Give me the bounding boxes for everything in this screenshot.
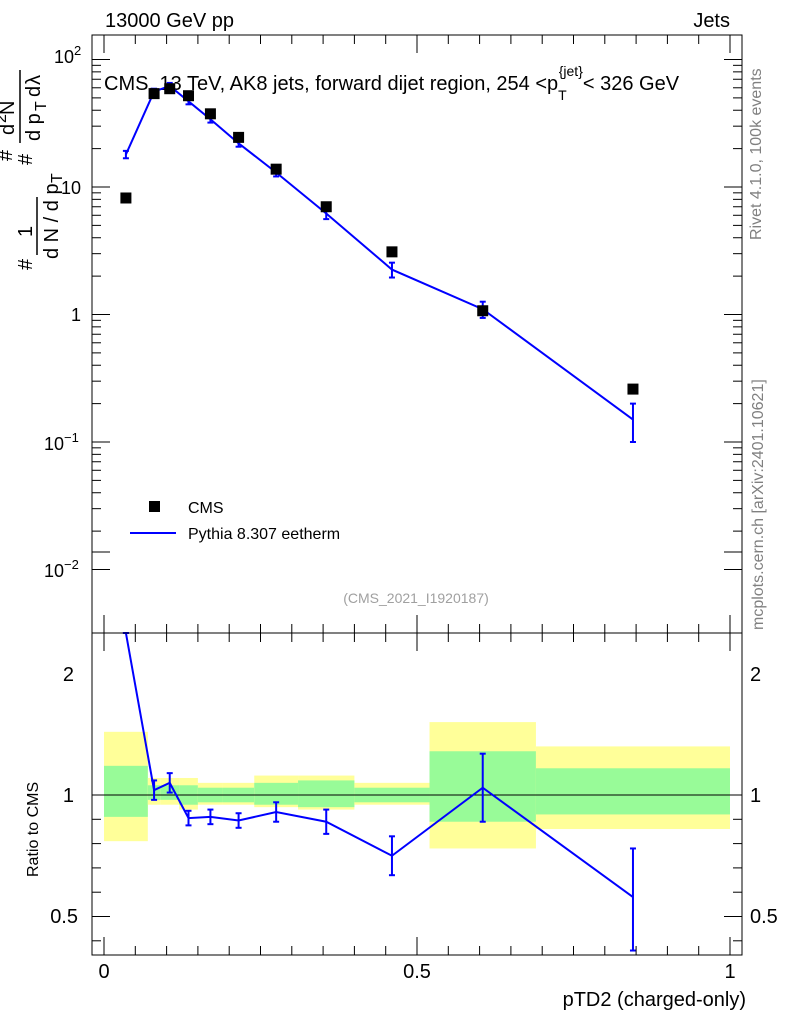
svg-text:d: d: [23, 86, 45, 97]
legend-mc-label: Pythia 8.307 eetherm: [188, 526, 340, 543]
ratio-ytick-label-right-05: 0.5: [750, 906, 778, 928]
stat-band: [298, 780, 355, 808]
legend-cms-marker: [149, 501, 160, 512]
xtick-label-05: 0.5: [403, 961, 431, 983]
ratio-ytick-label-right-2: 2: [750, 664, 761, 686]
mcplots-label: mcplots.cern.ch [arXiv:2401.10621]: [750, 379, 767, 630]
main-ytick-label-1e1: 10: [61, 178, 81, 198]
stat-band: [254, 782, 299, 805]
cms-data-points: [120, 83, 639, 395]
cms-data-point: [148, 88, 160, 100]
ratio-axis-ticks: [92, 551, 742, 955]
svg-text:d p: d p: [23, 113, 45, 141]
ratio-ytick-label-1: 1: [63, 785, 74, 807]
mc-curve-main: [122, 81, 636, 443]
mc-line-main: [124, 84, 634, 421]
ratio-ytick-label-2: 2: [63, 664, 74, 686]
main-y-axis-label: # 1 d N / d p T # d 2 N d p T d λ #: [0, 70, 66, 270]
svg-text:λ: λ: [23, 75, 45, 85]
cms-data-point: [270, 163, 282, 175]
plot-title: CMS, 13 TeV, AK8 jets, forward dijet reg…: [104, 63, 680, 103]
main-ytick-label-1e0: 1: [71, 305, 81, 325]
cms-data-point: [233, 131, 245, 143]
x-axis-label: pTD2 (charged-only): [563, 989, 746, 1011]
mc-ratio-curve: [122, 632, 636, 952]
svg-text:d: d: [0, 124, 19, 135]
ratio-uncertainty-bands: [104, 722, 730, 849]
main-ytick-label-1e2: 102: [54, 43, 81, 67]
cms-data-point: [477, 305, 489, 317]
cms-data-point: [627, 383, 639, 395]
ratio-ytick-label-right-1: 1: [750, 785, 761, 807]
cms-data-point: [320, 201, 332, 213]
xtick-label-0: 0: [98, 961, 109, 983]
rivet-label: Rivet 4.1.0, 100k events: [748, 68, 765, 240]
cms-data-point: [386, 246, 398, 258]
cms-data-point: [164, 83, 176, 95]
legend-cms-label: CMS: [188, 500, 224, 517]
svg-text:#: #: [15, 258, 37, 270]
legend: CMS Pythia 8.307 eetherm: [130, 500, 340, 543]
svg-text:d N / d p: d N / d p: [41, 183, 63, 259]
svg-text:2: 2: [0, 114, 10, 123]
cms-data-point: [204, 108, 216, 120]
main-plot-frame: [91, 34, 743, 634]
stat-band: [535, 768, 730, 815]
cms-data-point: [120, 192, 132, 204]
xtick-label-1: 1: [724, 961, 735, 983]
svg-text:N: N: [0, 101, 19, 115]
svg-text:T: T: [33, 101, 50, 111]
main-axis-tick-labels: 102 10 1 10−1 10−2: [44, 43, 81, 581]
process-label: Jets: [693, 10, 730, 32]
main-ytick-label-1em1: 10−1: [44, 430, 79, 454]
ratio-y-axis-label: Ratio to CMS: [25, 782, 42, 877]
svg-text:#: #: [15, 153, 37, 165]
svg-text:T: T: [49, 173, 66, 183]
cms-data-point: [183, 90, 195, 102]
main-axis-ticks: [92, 35, 742, 633]
svg-text:1: 1: [15, 226, 37, 237]
beam-label: 13000 GeV pp: [105, 10, 234, 32]
ratio-ytick-label-05: 0.5: [50, 906, 78, 928]
stat-band: [104, 765, 148, 817]
svg-text:#: #: [0, 149, 17, 161]
main-ytick-label-1em2: 10−2: [44, 557, 79, 581]
analysis-id-label: (CMS_2021_I1920187): [343, 590, 489, 606]
